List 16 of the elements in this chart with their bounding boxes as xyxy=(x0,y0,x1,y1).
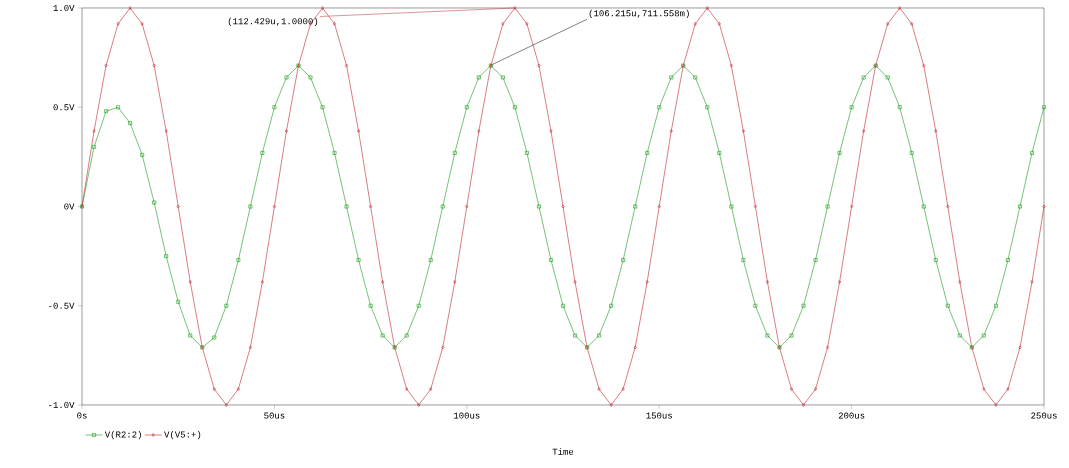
x-tick-label: 0s xyxy=(77,412,87,419)
y-tick-label: -1.0V xyxy=(49,401,75,409)
y-tick-label: 0V xyxy=(64,203,75,210)
legend-label: V(R2:2) xyxy=(104,431,141,440)
annotation: (112.429u,1.0000) xyxy=(228,17,318,27)
x-tick-label: 250us xyxy=(1031,412,1057,419)
x-tick-label: 50us xyxy=(264,412,285,419)
x-tick-label: 100us xyxy=(454,412,480,419)
x-tick-label: 200us xyxy=(838,412,865,419)
x-axis-title: Time xyxy=(552,448,574,455)
y-tick-label: 1.0V xyxy=(53,4,75,12)
y-tick-label: 0.5V xyxy=(53,104,75,111)
annotation: (106.215u,711.558m) xyxy=(589,9,689,19)
y-tick-label: -0.5V xyxy=(49,302,75,309)
legend-label: V(V5:+) xyxy=(164,431,201,440)
x-tick-label: 150us xyxy=(646,412,672,419)
